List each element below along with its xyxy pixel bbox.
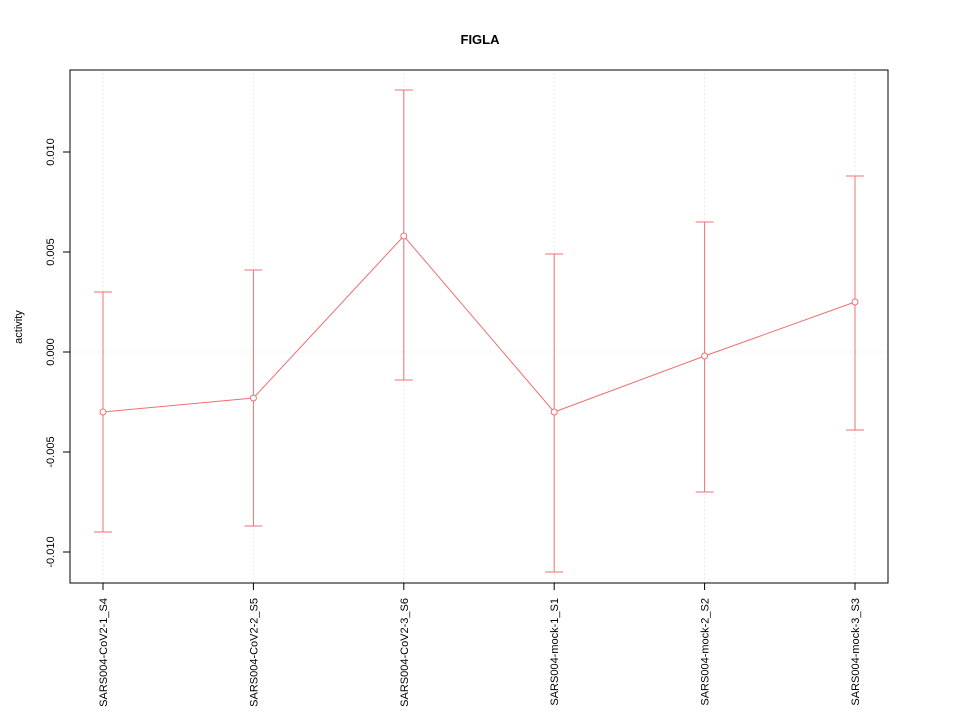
series-line bbox=[102, 235, 856, 413]
y-tick-label: 0.005 bbox=[45, 238, 57, 266]
data-point bbox=[550, 408, 558, 416]
chart-title: FIGLA bbox=[461, 32, 501, 47]
y-axis-label: activity bbox=[13, 310, 25, 344]
y-tick-label: 0.000 bbox=[45, 338, 57, 366]
plot-frame bbox=[69, 69, 889, 584]
plot-area: -0.010 -0.005 0.000 0.005 0.010 SARS004-CoV2-… bbox=[45, 69, 889, 707]
x-category-label: SARS004-CoV2-2_S5 bbox=[248, 598, 260, 707]
x-category-label: SARS004-mock-1_S1 bbox=[549, 598, 561, 706]
x-category-label: SARS004-CoV2-3_S6 bbox=[399, 598, 411, 707]
data-point bbox=[249, 394, 257, 402]
y-tick-label: 0.010 bbox=[45, 138, 57, 166]
x-category-label: SARS004-mock-3_S3 bbox=[850, 598, 862, 706]
data-point bbox=[99, 408, 107, 416]
x-category-label: SARS004-CoV2-1_S4 bbox=[98, 598, 110, 707]
x-category-label: SARS004-mock-2_S2 bbox=[700, 598, 712, 706]
data-point bbox=[851, 298, 859, 306]
data-point bbox=[701, 352, 709, 360]
y-tick-label: -0.010 bbox=[45, 536, 57, 567]
y-tick-label: -0.005 bbox=[45, 436, 57, 467]
data-point bbox=[400, 232, 408, 240]
